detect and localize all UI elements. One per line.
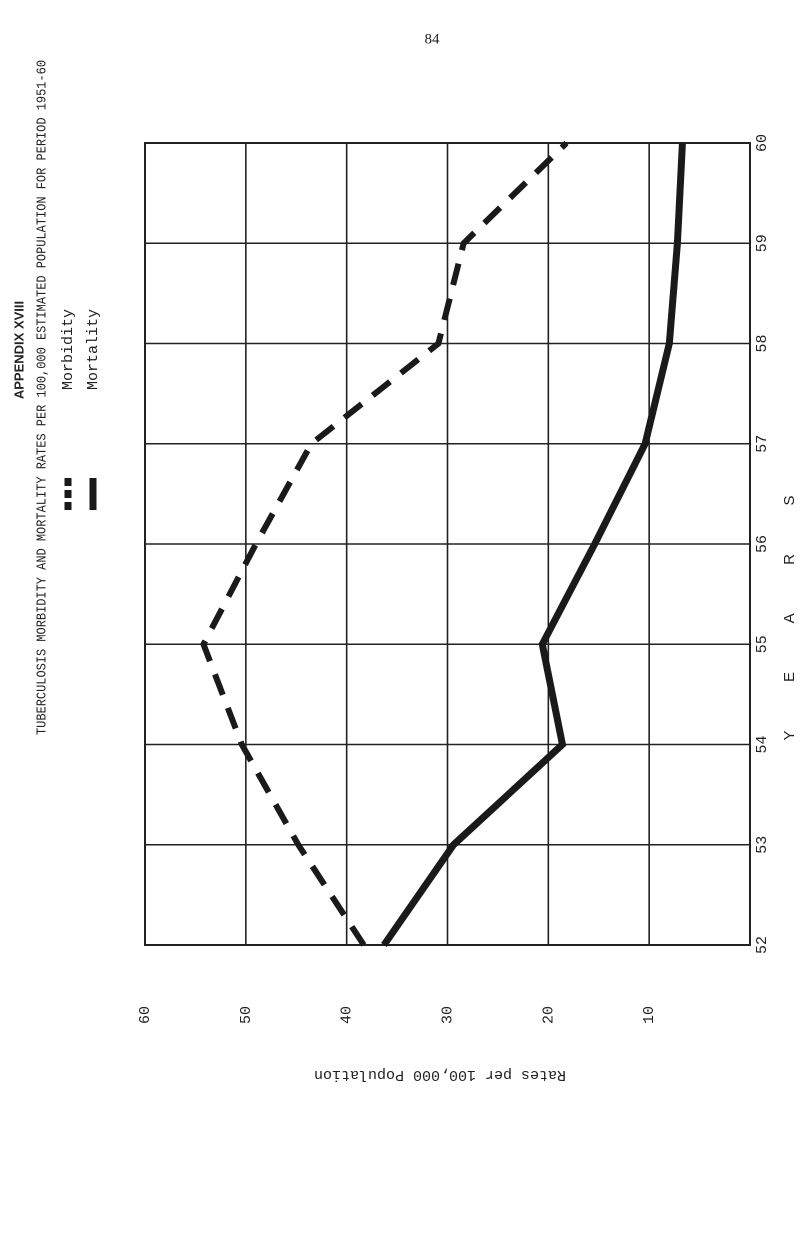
y-tick-label: 20 <box>540 1006 557 1024</box>
y-tick-label: 30 <box>439 1006 456 1024</box>
y-tick-label: 10 <box>641 1006 658 1024</box>
x-tick-label: 53 <box>754 836 771 854</box>
page-number: 84 <box>425 31 441 47</box>
chart-title: TUBERCULOSIS MORBIDITY AND MORTALITY RAT… <box>35 60 51 735</box>
x-tick-label: 58 <box>754 334 771 352</box>
legend-label: Mortality <box>85 309 102 390</box>
x-axis-title: YEARS <box>781 496 798 741</box>
x-tick-label: 54 <box>754 735 771 753</box>
x-tick-label: 60 <box>754 134 771 152</box>
x-tick-label: 57 <box>754 435 771 453</box>
y-axis-title: Rates per 100,000 Population <box>314 1066 566 1083</box>
y-tick-label: 60 <box>137 1006 154 1024</box>
header: APPENDIX XVIII <box>11 301 26 399</box>
x-tick-label: 56 <box>754 535 771 553</box>
y-tick-label: 40 <box>339 1006 356 1024</box>
x-tick-label: 55 <box>754 635 771 653</box>
rotated-chart: APPENDIX XVIII TUBERCULOSIS MORBIDITY AN… <box>11 60 798 1024</box>
x-tick-label: 59 <box>754 234 771 252</box>
y-tick-label: 50 <box>238 1006 255 1024</box>
series-line <box>200 140 569 947</box>
x-tick-label: 52 <box>754 936 771 954</box>
series-line <box>381 142 686 947</box>
legend-label: Morbidity <box>60 309 77 390</box>
